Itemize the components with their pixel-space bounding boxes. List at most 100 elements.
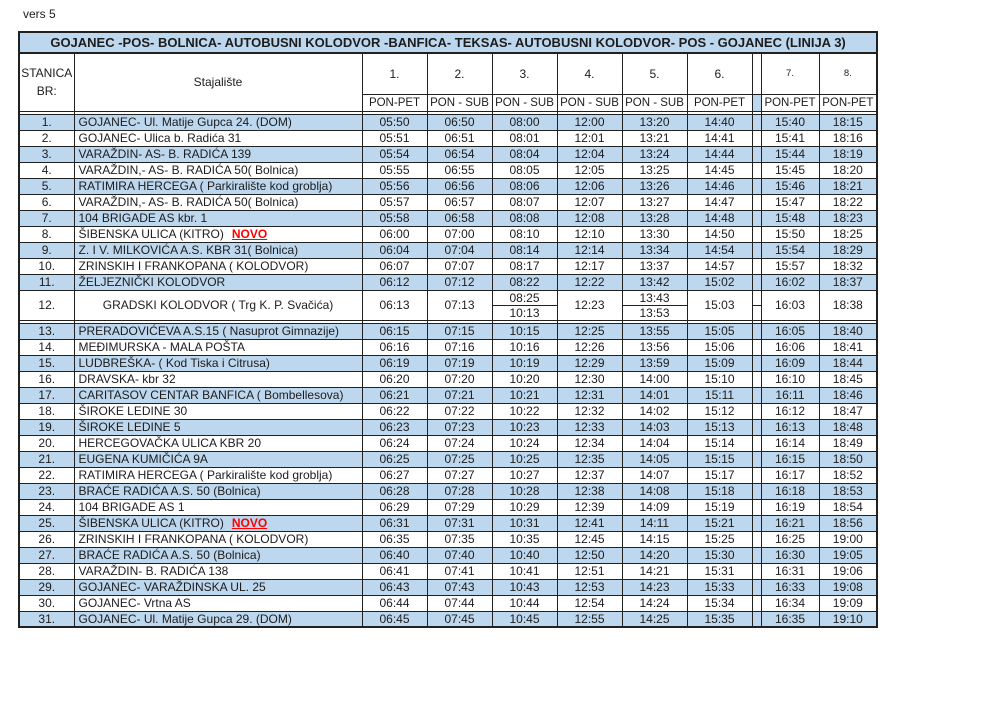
stop-name-cell: LUDBREŠKA- ( Kod Tiska i Citrusa) — [73, 354, 363, 372]
row-number-cell: 29. — [18, 578, 75, 596]
time-cell: 07:04 — [426, 241, 493, 259]
gap-column-cell — [751, 289, 762, 306]
gap-column-cell — [751, 225, 762, 243]
time-cell: 07:25 — [426, 450, 493, 468]
time-cell: 07:20 — [426, 370, 493, 388]
gap-column-cell — [751, 129, 762, 147]
time-cell: 18:49 — [818, 434, 878, 452]
time-cell: 18:48 — [818, 418, 878, 436]
time-cell: 18:15 — [818, 113, 878, 131]
time-cell: 16:14 — [760, 434, 820, 452]
time-cell: 15:19 — [686, 498, 753, 516]
time-cell: 06:07 — [361, 257, 428, 275]
time-cell: 16:03 — [760, 289, 820, 321]
stop-name-cell: EUGENA KUMIČIĆA 9A — [73, 450, 363, 468]
time-cell: 15:46 — [760, 177, 820, 195]
time-cell: 07:41 — [426, 562, 493, 580]
time-cell: 19:00 — [818, 530, 878, 548]
row-number-cell: 18. — [18, 402, 75, 420]
time-cell: 15:50 — [760, 225, 820, 243]
time-cell: 14:25 — [621, 610, 688, 628]
trip-number-header: 5. — [621, 52, 688, 95]
time-cell: 15:21 — [686, 514, 753, 532]
gap-column-cell — [751, 354, 762, 372]
gap-column-cell — [751, 578, 762, 596]
time-cell: 12:39 — [556, 498, 623, 516]
time-cell: 15:54 — [760, 241, 820, 259]
gap-column-cell — [751, 209, 762, 227]
gap-column-cell — [751, 304, 762, 321]
time-cell: 19:10 — [818, 610, 878, 628]
time-cell: 14:24 — [621, 594, 688, 612]
time-cell: 14:20 — [621, 546, 688, 564]
row-number-cell: 7. — [18, 209, 75, 227]
time-cell: 12:25 — [556, 322, 623, 340]
time-cell: 18:23 — [818, 209, 878, 227]
time-cell: 13:34 — [621, 241, 688, 259]
table-row: 4. VARAŽDIN,- AS- B. RADIĆA 50( Bolnica) 0… — [18, 161, 878, 179]
time-cell: 16:17 — [760, 466, 820, 484]
time-cell: 18:37 — [818, 273, 878, 291]
time-cell: 15:15 — [686, 450, 753, 468]
row-number-cell: 12. — [18, 289, 75, 321]
time-cell: 14:57 — [686, 257, 753, 275]
time-cell: 18:46 — [818, 386, 878, 404]
time-cell: 10:29 — [491, 498, 558, 516]
time-cell: 16:31 — [760, 562, 820, 580]
time-cell: 06:20 — [361, 370, 428, 388]
time-cell: 19:06 — [818, 562, 878, 580]
time-cell: 18:29 — [818, 241, 878, 259]
row-number-cell: 6. — [18, 193, 75, 211]
time-cell: 10:43 — [491, 578, 558, 596]
time-cell: 18:32 — [818, 257, 878, 275]
novo-badge: NOVO — [231, 227, 268, 241]
time-cell: 19:09 — [818, 594, 878, 612]
novo-badge: NOVO — [231, 516, 268, 530]
row-number-cell: 30. — [18, 594, 75, 612]
time-cell: 15:10 — [686, 370, 753, 388]
gap-column-cell — [751, 273, 762, 291]
gap-column-cell — [751, 482, 762, 500]
time-cell: 07:24 — [426, 434, 493, 452]
time-cell: 10:31 — [491, 514, 558, 532]
time-cell: 15:44 — [760, 145, 820, 163]
gap-column-cell — [751, 450, 762, 468]
title-bar: GOJANEC -POS- BOLNICA- AUTOBUSNI KOLODVO… — [18, 31, 878, 54]
time-cell: 12:01 — [556, 129, 623, 147]
table-row: 22. RATIMIRA HERCEGA ( Parkiralište kod g… — [18, 466, 878, 484]
time-cell: 06:50 — [426, 113, 493, 131]
time-cell: 16:12 — [760, 402, 820, 420]
time-cell: 10:28 — [491, 482, 558, 500]
time-cell: 10:23 — [491, 418, 558, 436]
time-cell: 13:28 — [621, 209, 688, 227]
gap-column-cell — [751, 386, 762, 404]
row-number-cell: 5. — [18, 177, 75, 195]
time-cell: 12:26 — [556, 338, 623, 356]
table-row: 18. ŠIROKE LEDINE 30 06:22 07:22 10:22 12:32 1… — [18, 402, 878, 420]
time-cell: 19:08 — [818, 578, 878, 596]
time-cell: 15:47 — [760, 193, 820, 211]
time-cell: 06:45 — [361, 610, 428, 628]
time-cell: 06:56 — [426, 177, 493, 195]
time-cell: 06:24 — [361, 434, 428, 452]
table-row: 5. RATIMIRA HERCEGA ( Parkiralište kod gr… — [18, 177, 878, 195]
row-number-cell: 21. — [18, 450, 75, 468]
stop-name-cell: RATIMIRA HERCEGA ( Parkiralište kod grob… — [73, 177, 363, 195]
time-cell: 14:47 — [686, 193, 753, 211]
time-cell: 14:54 — [686, 241, 753, 259]
time-cell: 15:06 — [686, 338, 753, 356]
gap-column-cell — [751, 530, 762, 548]
time-cell: 07:23 — [426, 418, 493, 436]
time-cell: 14:15 — [621, 530, 688, 548]
row-number-cell: 31. — [18, 610, 75, 628]
time-cell: 06:51 — [426, 129, 493, 147]
row-number-cell: 9. — [18, 241, 75, 259]
row-number-cell: 1. — [18, 113, 75, 131]
time-cell: 08:10 — [491, 225, 558, 243]
time-cell: 05:58 — [361, 209, 428, 227]
row-number-cell: 16. — [18, 370, 75, 388]
time-cell: 06:40 — [361, 546, 428, 564]
time-cell: 15:40 — [760, 113, 820, 131]
time-cell: 07:16 — [426, 338, 493, 356]
time-cell: 14:03 — [621, 418, 688, 436]
